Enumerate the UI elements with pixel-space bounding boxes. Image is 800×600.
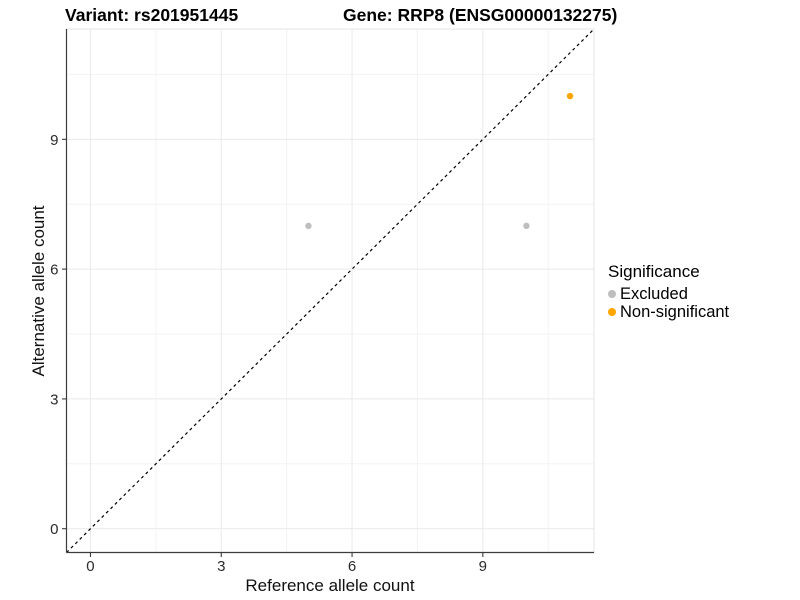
y-tick-label: 6 (50, 262, 58, 279)
y-tick-label: 3 (50, 391, 58, 408)
identity-line-layer (66, 28, 595, 553)
identity-line (66, 28, 595, 553)
data-point (566, 92, 574, 100)
legend-title: Significance (608, 262, 700, 281)
data-point (305, 222, 312, 230)
legend-item-non-significant: Non-significant (608, 303, 729, 321)
legend-item-excluded: Excluded (608, 285, 729, 303)
legend: Significance Excluded Non-significant (608, 262, 729, 321)
tick-labels-layer: 0 3 6 9 0 3 6 9 (50, 132, 487, 575)
axes-layer (62, 29, 594, 557)
y-tick-label: 9 (50, 132, 58, 149)
x-tick-label: 3 (217, 558, 225, 575)
legend-item-label: Excluded (620, 285, 688, 303)
y-tick-label: 0 (50, 521, 58, 538)
legend-item-label: Non-significant (620, 303, 730, 321)
data-points-layer (305, 92, 574, 230)
x-tick-label: 9 (479, 558, 487, 575)
x-tick-label: 0 (86, 558, 94, 575)
non-significant-dot-icon (608, 308, 616, 316)
gene-title: Gene: RRP8 (ENSG00000132275) (343, 5, 617, 25)
variant-title: Variant: rs201951445 (65, 5, 238, 25)
y-axis-title: Alternative allele count (29, 205, 48, 376)
x-tick-label: 6 (348, 558, 356, 575)
gridlines-layer (66, 29, 594, 553)
x-axis-title: Reference allele count (245, 576, 414, 595)
data-point (523, 222, 530, 230)
excluded-dot-icon (608, 290, 616, 298)
